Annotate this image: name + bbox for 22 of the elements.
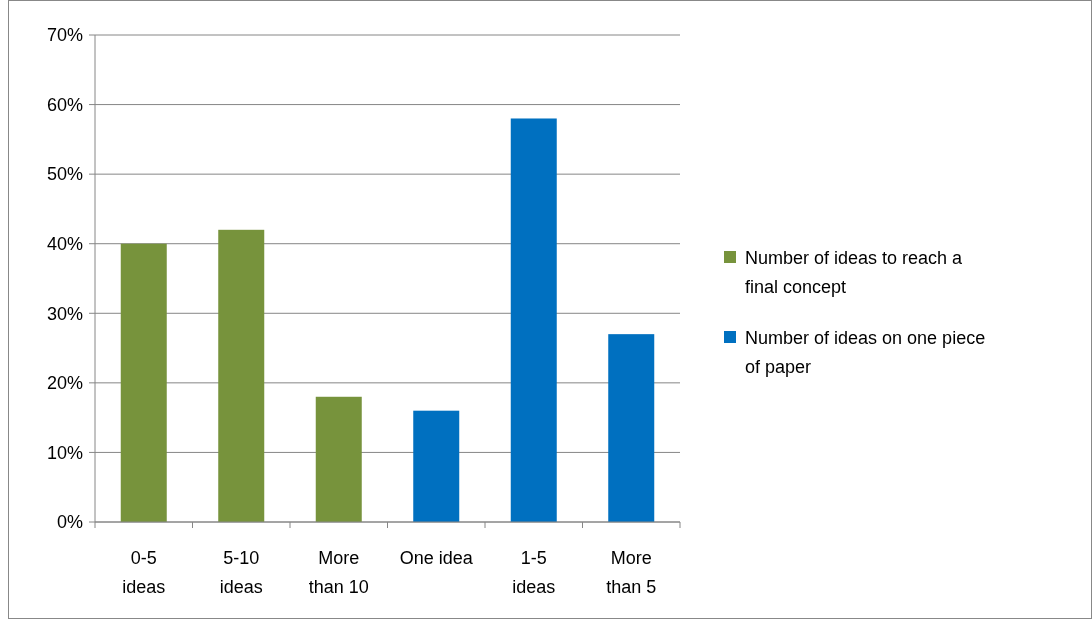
- bar: [315, 396, 362, 522]
- bar: [120, 243, 167, 522]
- x-tick-label: 0-5 ideas: [122, 548, 166, 597]
- y-tick-label: 30%: [46, 303, 83, 324]
- y-tick-label: 60%: [46, 94, 83, 115]
- y-tick-label: 0%: [56, 512, 83, 533]
- bar: [413, 410, 460, 522]
- x-tick-label: 5-10 ideas: [219, 548, 263, 597]
- x-tick-label: More than 10: [308, 548, 369, 597]
- bar: [510, 118, 557, 522]
- y-tick-label: 10%: [46, 442, 83, 463]
- x-tick-label: More than 5: [606, 548, 657, 597]
- bar: [608, 334, 655, 522]
- x-tick-label: 1-5 ideas: [512, 548, 556, 597]
- y-tick-label: 70%: [46, 25, 83, 46]
- y-tick-label: 40%: [46, 234, 83, 255]
- legend-label: Number of ideas to reach a final concept: [745, 248, 964, 298]
- legend-label: Number of ideas on one piece of paper: [745, 328, 986, 378]
- x-tick-label: One idea: [399, 548, 474, 568]
- bar: [218, 229, 265, 522]
- y-tick-label: 50%: [46, 164, 83, 185]
- y-tick-label: 20%: [46, 373, 83, 394]
